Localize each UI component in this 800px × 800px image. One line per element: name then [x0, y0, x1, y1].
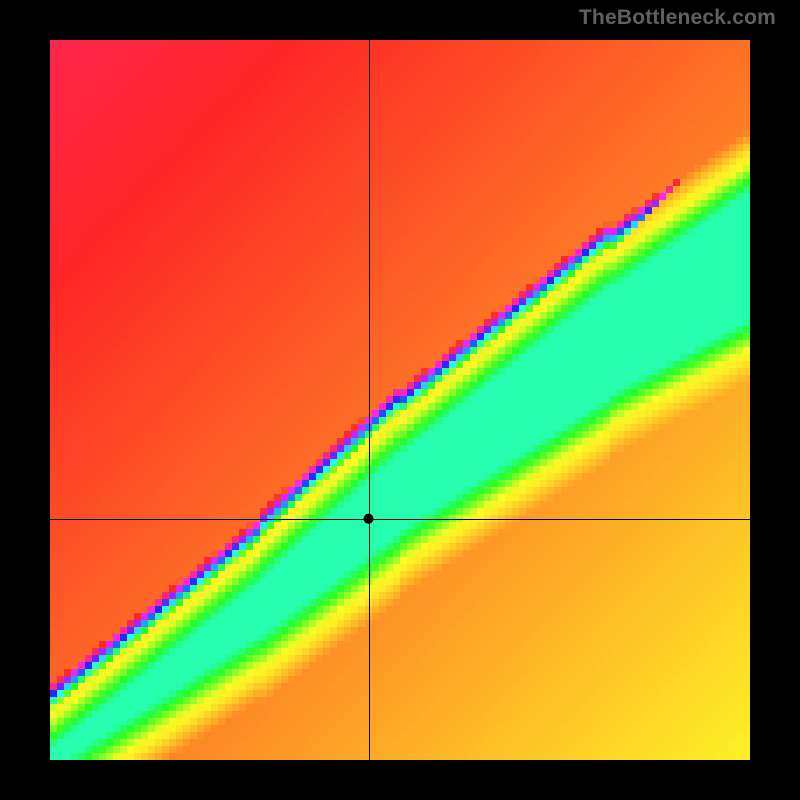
chart-outer: TheBottleneck.com: [0, 0, 800, 800]
heatmap-plot: [50, 40, 750, 760]
heatmap-canvas: [50, 40, 750, 760]
attribution-text: TheBottleneck.com: [579, 6, 776, 30]
